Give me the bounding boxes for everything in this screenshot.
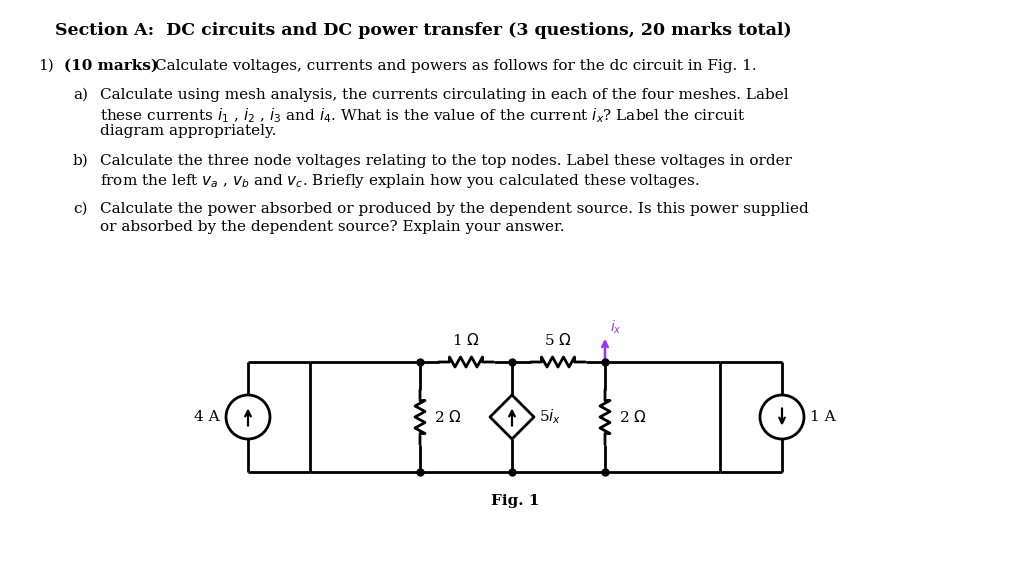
Text: 1 A: 1 A bbox=[810, 410, 836, 424]
Text: 2 $\Omega$: 2 $\Omega$ bbox=[618, 409, 647, 425]
Text: a): a) bbox=[73, 88, 88, 102]
Text: Calculate using mesh analysis, the currents circulating in each of the four mesh: Calculate using mesh analysis, the curre… bbox=[100, 88, 788, 102]
Text: 4 A: 4 A bbox=[195, 410, 220, 424]
Text: diagram appropriately.: diagram appropriately. bbox=[100, 124, 276, 138]
Text: Calculate the power absorbed or produced by the dependent source. Is this power : Calculate the power absorbed or produced… bbox=[100, 202, 809, 216]
Text: 1): 1) bbox=[38, 59, 53, 73]
Text: these currents $i_1$ , $i_2$ , $i_3$ and $i_4$. What is the value of the current: these currents $i_1$ , $i_2$ , $i_3$ and… bbox=[100, 106, 745, 125]
Text: from the left $v_a$ , $v_b$ and $v_c$. Briefly explain how you calculated these : from the left $v_a$ , $v_b$ and $v_c$. B… bbox=[100, 172, 699, 190]
Text: $i_x$: $i_x$ bbox=[610, 319, 622, 336]
Text: or absorbed by the dependent source? Explain your answer.: or absorbed by the dependent source? Exp… bbox=[100, 220, 564, 234]
Text: (10 marks): (10 marks) bbox=[63, 59, 158, 73]
Text: Section A:  DC circuits and DC power transfer (3 questions, 20 marks total): Section A: DC circuits and DC power tran… bbox=[55, 22, 792, 39]
Text: Calculate voltages, currents and powers as follows for the dc circuit in Fig. 1.: Calculate voltages, currents and powers … bbox=[155, 59, 757, 73]
Text: 5 $\Omega$: 5 $\Omega$ bbox=[544, 332, 571, 348]
Text: 5$i_x$: 5$i_x$ bbox=[539, 408, 561, 426]
Text: c): c) bbox=[73, 202, 87, 216]
Text: Fig. 1: Fig. 1 bbox=[490, 494, 540, 508]
Text: Calculate the three node voltages relating to the top nodes. Label these voltage: Calculate the three node voltages relati… bbox=[100, 154, 792, 168]
Text: 1 $\Omega$: 1 $\Omega$ bbox=[453, 332, 480, 348]
Text: b): b) bbox=[73, 154, 89, 168]
Text: 2 $\Omega$: 2 $\Omega$ bbox=[434, 409, 462, 425]
